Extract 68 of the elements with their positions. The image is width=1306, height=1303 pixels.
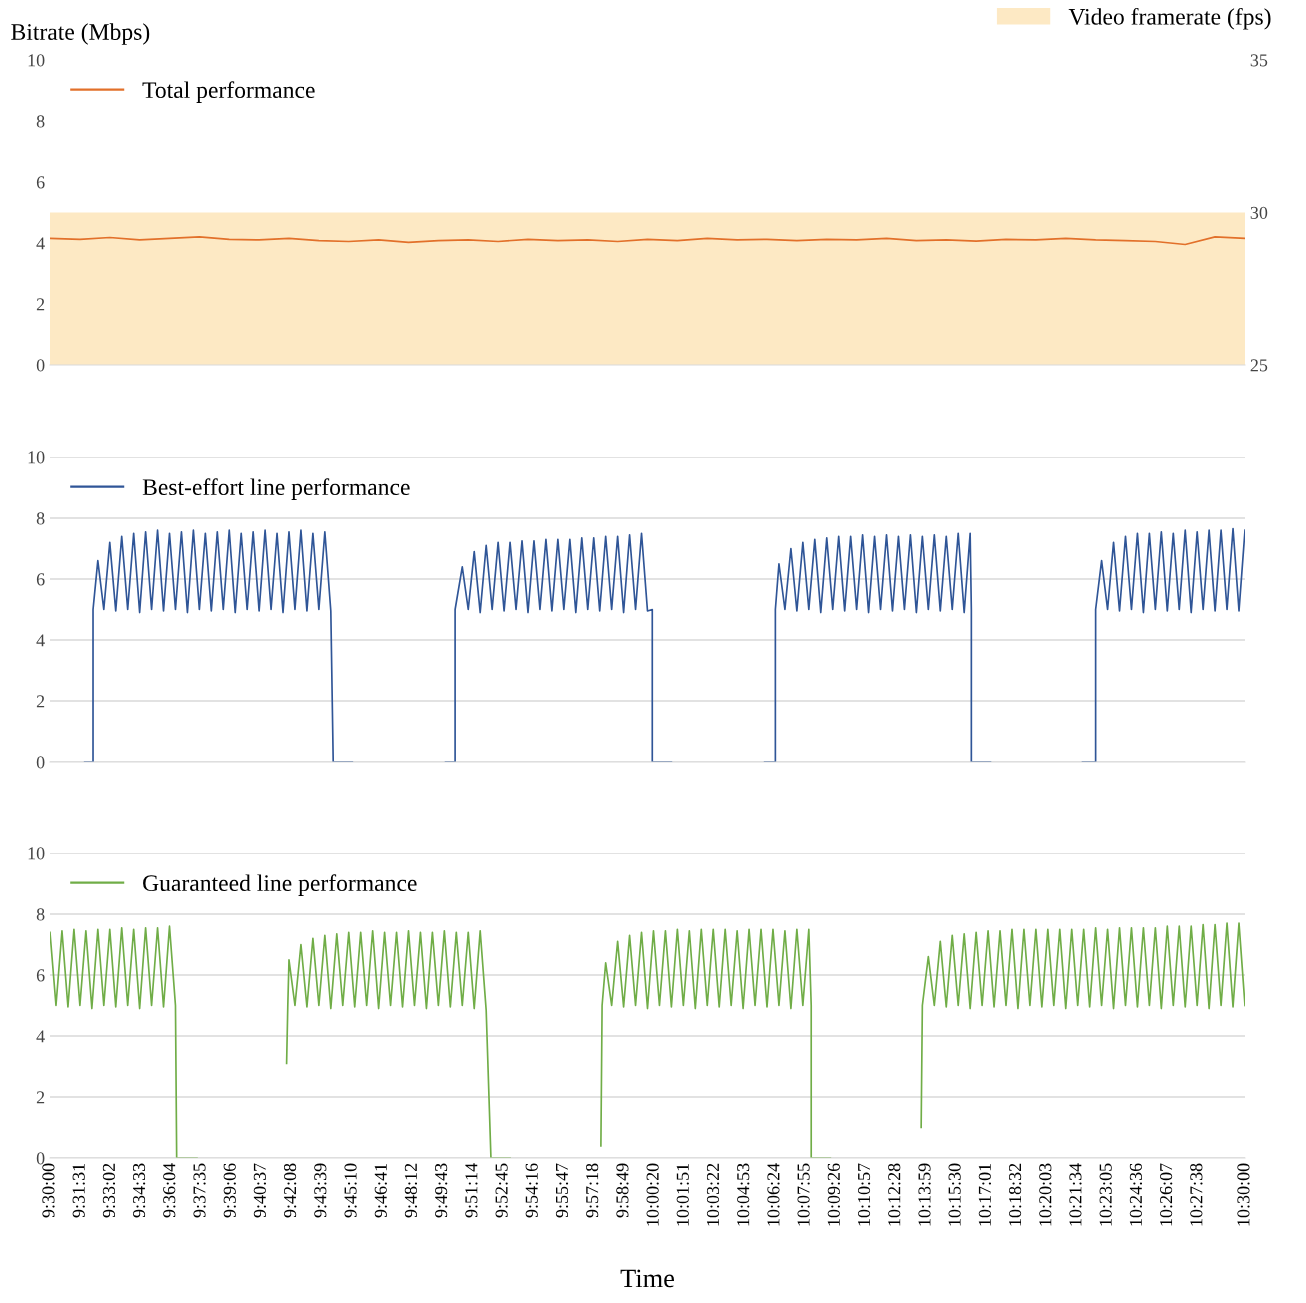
y-axis-title: Bitrate (Mbps): [11, 23, 150, 45]
x-tick-label: 10:27:38: [1190, 1163, 1203, 1226]
y-tick-label: 0: [36, 756, 45, 769]
y-tick-label: 6: [36, 176, 45, 189]
x-tick-label: 10:20:03: [1039, 1163, 1052, 1226]
line-series: [50, 236, 1245, 246]
y-tick-label: 6: [36, 969, 45, 982]
x-tick-label: 9:52:45: [495, 1163, 508, 1218]
x-tick-label: 9:54:16: [525, 1163, 538, 1218]
x-tick-label: 10:26:07: [1160, 1163, 1173, 1226]
x-tick-label: 9:34:33: [132, 1163, 146, 1218]
legend-label: Total performance: [142, 81, 315, 103]
x-tick-label: 10:03:22: [706, 1163, 720, 1226]
x-tick-label: 9:51:14: [465, 1163, 478, 1218]
x-tick-label: 9:37:35: [193, 1163, 206, 1218]
x-tick-label: 10:01:51: [676, 1163, 689, 1226]
x-axis-title: Time: [620, 1269, 674, 1288]
y-tick-label: 8: [36, 512, 45, 525]
x-tick-label: 10:24:36: [1129, 1163, 1143, 1226]
y-tick-label: 8: [36, 115, 45, 128]
y-tick-label: 6: [36, 573, 45, 586]
x-tick-label: 9:57:18: [586, 1163, 599, 1218]
y-tick-label: 0: [36, 359, 45, 372]
x-tick-label: 9:36:04: [163, 1163, 176, 1218]
x-tick-label: 10:23:05: [1099, 1163, 1112, 1226]
y-tick-label: 0: [36, 1152, 45, 1165]
y2-tick-label: 35: [1250, 54, 1268, 67]
x-tick-label: 10:21:34: [1069, 1163, 1082, 1226]
x-tick-label: 9:46:41: [374, 1163, 387, 1218]
x-tick-label: 9:48:12: [404, 1163, 418, 1218]
x-tick-label: 9:40:37: [253, 1163, 266, 1218]
y-tick-label: 4: [36, 634, 45, 647]
y-tick-label: 8: [36, 908, 45, 921]
x-tick-label: 9:55:47: [555, 1163, 569, 1218]
y-tick-label: 10: [28, 54, 45, 67]
x-tick-label: 9:45:10: [344, 1163, 357, 1218]
x-tick-label: 9:43:39: [314, 1163, 327, 1218]
x-tick-label: 9:49:43: [435, 1163, 448, 1218]
y2-tick-label: 25: [1250, 359, 1268, 372]
x-tick-label: 10:06:24: [767, 1163, 780, 1226]
x-tick-label: 9:42:08: [283, 1163, 297, 1218]
x-tick-label: 10:15:30: [948, 1163, 961, 1226]
legend-label: Best-effort line performance: [142, 478, 410, 500]
x-tick-label: 10:10:57: [857, 1163, 871, 1226]
x-tick-label: 10:09:26: [827, 1163, 840, 1226]
x-tick-label: 10:18:32: [1008, 1163, 1022, 1226]
x-tick-label: 9:39:06: [223, 1163, 236, 1218]
y-tick-label: 2: [36, 1091, 45, 1104]
x-tick-label: 9:58:49: [616, 1163, 629, 1218]
legend-label: Video framerate (fps): [1068, 7, 1271, 30]
y-tick-label: 10: [28, 451, 45, 464]
x-tick-label: 10:30:00: [1237, 1163, 1250, 1226]
x-tick-label: 10:13:59: [918, 1163, 931, 1226]
x-tick-label: 10:04:53: [737, 1163, 750, 1226]
y2-tick-label: 30: [1250, 206, 1268, 219]
x-tick-label: 9:30:00: [42, 1163, 55, 1218]
x-tick-label: 9:31:31: [72, 1163, 85, 1218]
x-tick-label: 10:00:20: [646, 1163, 659, 1226]
x-tick-label: 10:17:01: [978, 1163, 991, 1226]
y-tick-label: 10: [28, 847, 45, 860]
y-tick-label: 2: [36, 298, 45, 311]
x-tick-label: 10:12:28: [888, 1163, 901, 1226]
y-tick-label: 4: [36, 1030, 45, 1043]
legend-label: Guaranteed line performance: [143, 874, 417, 896]
x-tick-label: 9:33:02: [102, 1163, 116, 1218]
y-tick-label: 2: [36, 695, 45, 708]
x-tick-label: 10:07:55: [797, 1163, 810, 1226]
y-tick-label: 4: [36, 237, 45, 250]
